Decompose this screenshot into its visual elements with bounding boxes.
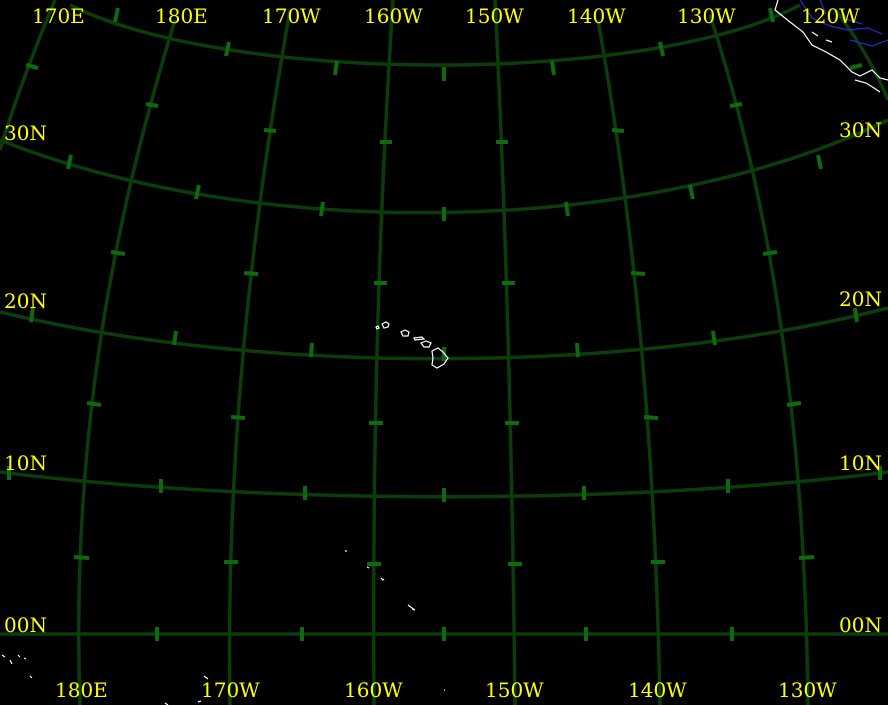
right-latitude-label: 20N: [839, 287, 882, 311]
bottom-longitude-label: 170W: [201, 678, 260, 702]
tick: [145, 102, 159, 108]
tick: [630, 271, 646, 276]
tick: [73, 555, 90, 560]
bottom-longitude-label: 180E: [55, 678, 108, 702]
atoll: [1, 654, 33, 679]
top-longitude-label: 170W: [262, 4, 321, 28]
right-latitude-label: 30N: [839, 118, 882, 142]
left-latitude-label: 10N: [4, 451, 47, 475]
graticule-ticks: [7, 7, 882, 641]
hawaiian-islands: [375, 321, 449, 369]
left-latitude-label: 00N: [4, 613, 47, 637]
baja-california: [854, 79, 881, 93]
tick: [849, 63, 863, 70]
top-longitude-label: 130W: [677, 4, 736, 28]
island-kauai: [381, 321, 390, 329]
island-maui: [420, 340, 432, 348]
tick: [230, 415, 246, 420]
meridian-180e: [76, 19, 177, 705]
left-latitude-label: 30N: [4, 121, 47, 145]
tick: [263, 128, 277, 133]
bottom-longitude-label: 150W: [485, 678, 544, 702]
tick: [224, 41, 231, 57]
meridian-120w: [833, 8, 888, 101]
tick: [194, 184, 201, 200]
tick: [575, 342, 580, 358]
island-molokai: [413, 336, 426, 341]
tick: [319, 201, 325, 217]
coast-detail: [811, 31, 833, 43]
tick: [564, 201, 570, 217]
meridian-130w: [708, 14, 810, 705]
right-latitude-label: 10N: [839, 451, 882, 475]
meridian-140w: [596, 19, 662, 705]
tick: [25, 63, 39, 70]
tick: [86, 401, 102, 407]
top-longitude-label: 120W: [801, 4, 860, 28]
tick: [550, 60, 556, 76]
top-longitude-label: 180E: [155, 4, 208, 28]
tick: [786, 401, 802, 407]
tick: [816, 154, 823, 170]
atoll: [366, 566, 370, 569]
island-big-island: [431, 347, 449, 369]
island-oahu: [400, 329, 410, 337]
tick: [611, 128, 625, 133]
tick: [711, 330, 717, 346]
bottom-longitude-label: 130W: [778, 678, 837, 702]
atoll: [407, 604, 416, 611]
tick: [66, 154, 73, 170]
top-longitude-label: 140W: [567, 4, 626, 28]
tick: [333, 60, 339, 76]
tick: [798, 555, 815, 560]
tick: [243, 271, 259, 276]
tick: [113, 7, 120, 23]
right-latitude-label: 00N: [839, 613, 882, 637]
top-longitude-label: 150W: [465, 4, 524, 28]
tick: [309, 342, 314, 358]
graticule-labels: 170E 180E 170W 160W 150W 140W 130W 120W …: [4, 4, 882, 702]
north-america-coast: [774, 0, 888, 93]
bottom-longitude-label: 140W: [628, 678, 687, 702]
tick: [729, 102, 743, 108]
meridian-150w: [493, 0, 517, 705]
tick: [853, 307, 859, 323]
north-america-coastline: [774, 0, 888, 81]
pacific-atolls: [1, 550, 445, 705]
top-longitude-label: 170E: [32, 4, 85, 28]
tick: [688, 184, 695, 200]
tick: [768, 7, 775, 23]
left-latitude-label: 20N: [4, 289, 47, 313]
state-borders: [799, 0, 888, 47]
parallel-40n: [69, 3, 801, 67]
tick: [172, 330, 178, 346]
tick: [658, 41, 665, 57]
island-niihau: [375, 325, 380, 330]
bottom-longitude-label: 160W: [344, 678, 403, 702]
tick: [29, 307, 35, 323]
tick: [110, 250, 126, 256]
meridian-160w: [371, 0, 395, 705]
atoll: [380, 577, 385, 581]
tick: [762, 250, 778, 256]
tick: [643, 415, 659, 420]
top-longitude-label: 160W: [364, 4, 423, 28]
meridian-170e: [0, 0, 57, 151]
meridian-170w: [227, 9, 292, 705]
